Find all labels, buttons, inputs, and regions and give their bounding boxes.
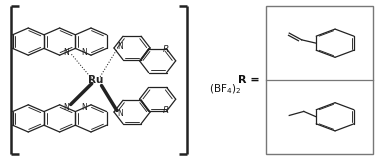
Text: R: R [163,45,169,54]
Text: N: N [64,48,69,57]
Text: N: N [81,103,87,112]
Text: N: N [118,42,123,51]
Text: (BF$_4$)$_2$: (BF$_4$)$_2$ [209,83,241,96]
Text: N: N [81,48,87,57]
Text: Ru: Ru [88,75,104,85]
Text: R: R [163,106,169,115]
Text: N: N [118,109,123,118]
Bar [266,6,373,154]
Text: R =: R = [238,75,260,85]
Text: N: N [64,103,69,112]
